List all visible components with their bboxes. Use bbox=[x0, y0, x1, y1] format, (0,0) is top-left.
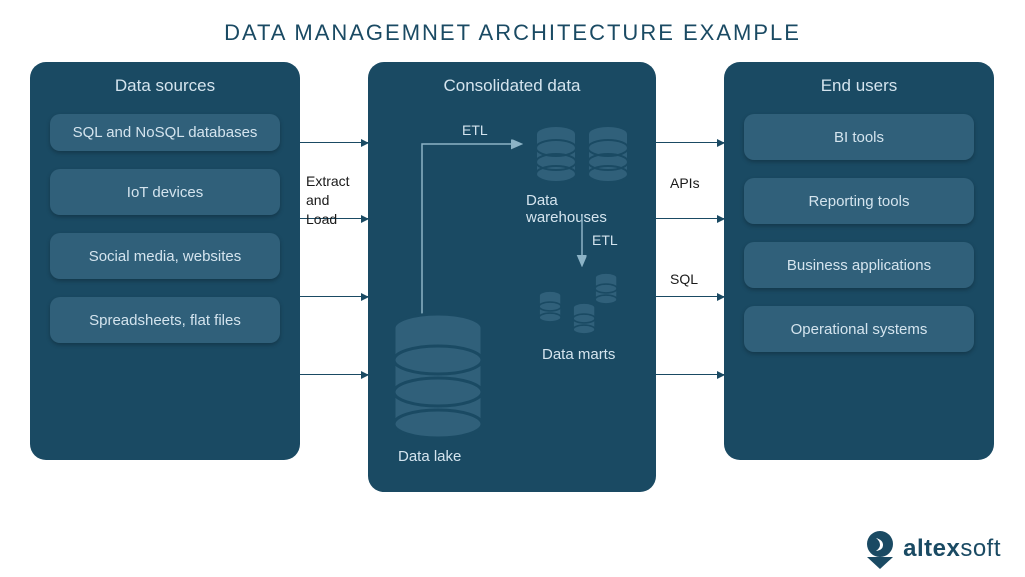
brand-logo-text: altexsoft bbox=[903, 535, 1001, 563]
diagram-title: DATA MANAGEMNET ARCHITECTURE EXAMPLE bbox=[0, 0, 1025, 46]
arrow-warehouse-to-marts bbox=[570, 214, 594, 272]
data-marts-cylinders bbox=[532, 272, 642, 349]
panel-consolidated-data: Consolidated data ETL bbox=[368, 62, 656, 492]
arrow-mid-right-2 bbox=[656, 218, 724, 219]
panel-data-sources: Data sources SQL and NoSQL databases IoT… bbox=[30, 62, 300, 460]
extract-and-load-label: Extract and Load bbox=[306, 172, 350, 229]
arrow-left-mid-1 bbox=[300, 142, 368, 143]
arrow-left-mid-3 bbox=[300, 296, 368, 297]
apis-label: APIs bbox=[670, 174, 700, 193]
panel-end-users: End users BI tools Reporting tools Busin… bbox=[724, 62, 994, 460]
enduser-item-business-apps: Business applications bbox=[744, 242, 974, 288]
source-item-social: Social media, websites bbox=[50, 233, 280, 279]
enduser-item-operational: Operational systems bbox=[744, 306, 974, 352]
enduser-item-bi: BI tools bbox=[744, 114, 974, 160]
arrow-mid-right-1 bbox=[656, 142, 724, 143]
brand-logo: altexsoft bbox=[863, 529, 1001, 569]
source-item-iot: IoT devices bbox=[50, 169, 280, 215]
panel-title-mid: Consolidated data bbox=[384, 76, 640, 96]
data-lake-label: Data lake bbox=[398, 448, 461, 465]
arrow-mid-right-4 bbox=[656, 374, 724, 375]
arrow-left-mid-4 bbox=[300, 374, 368, 375]
panel-title-left: Data sources bbox=[46, 76, 284, 96]
source-item-sql: SQL and NoSQL databases bbox=[50, 114, 280, 151]
sql-label: SQL bbox=[670, 270, 698, 289]
arrow-lake-to-warehouse bbox=[402, 124, 532, 324]
data-warehouse-cylinders bbox=[534, 124, 634, 193]
data-lake-cylinder bbox=[388, 312, 498, 447]
data-marts-label: Data marts bbox=[542, 346, 615, 363]
etl-label-1: ETL bbox=[462, 122, 488, 138]
source-item-spreadsheets: Spreadsheets, flat files bbox=[50, 297, 280, 343]
arrow-mid-right-3 bbox=[656, 296, 724, 297]
panel-title-right: End users bbox=[740, 76, 978, 96]
diagram-canvas: Data sources SQL and NoSQL databases IoT… bbox=[30, 62, 995, 492]
etl-label-2: ETL bbox=[592, 232, 618, 248]
enduser-item-reporting: Reporting tools bbox=[744, 178, 974, 224]
brand-logo-icon bbox=[863, 529, 897, 569]
